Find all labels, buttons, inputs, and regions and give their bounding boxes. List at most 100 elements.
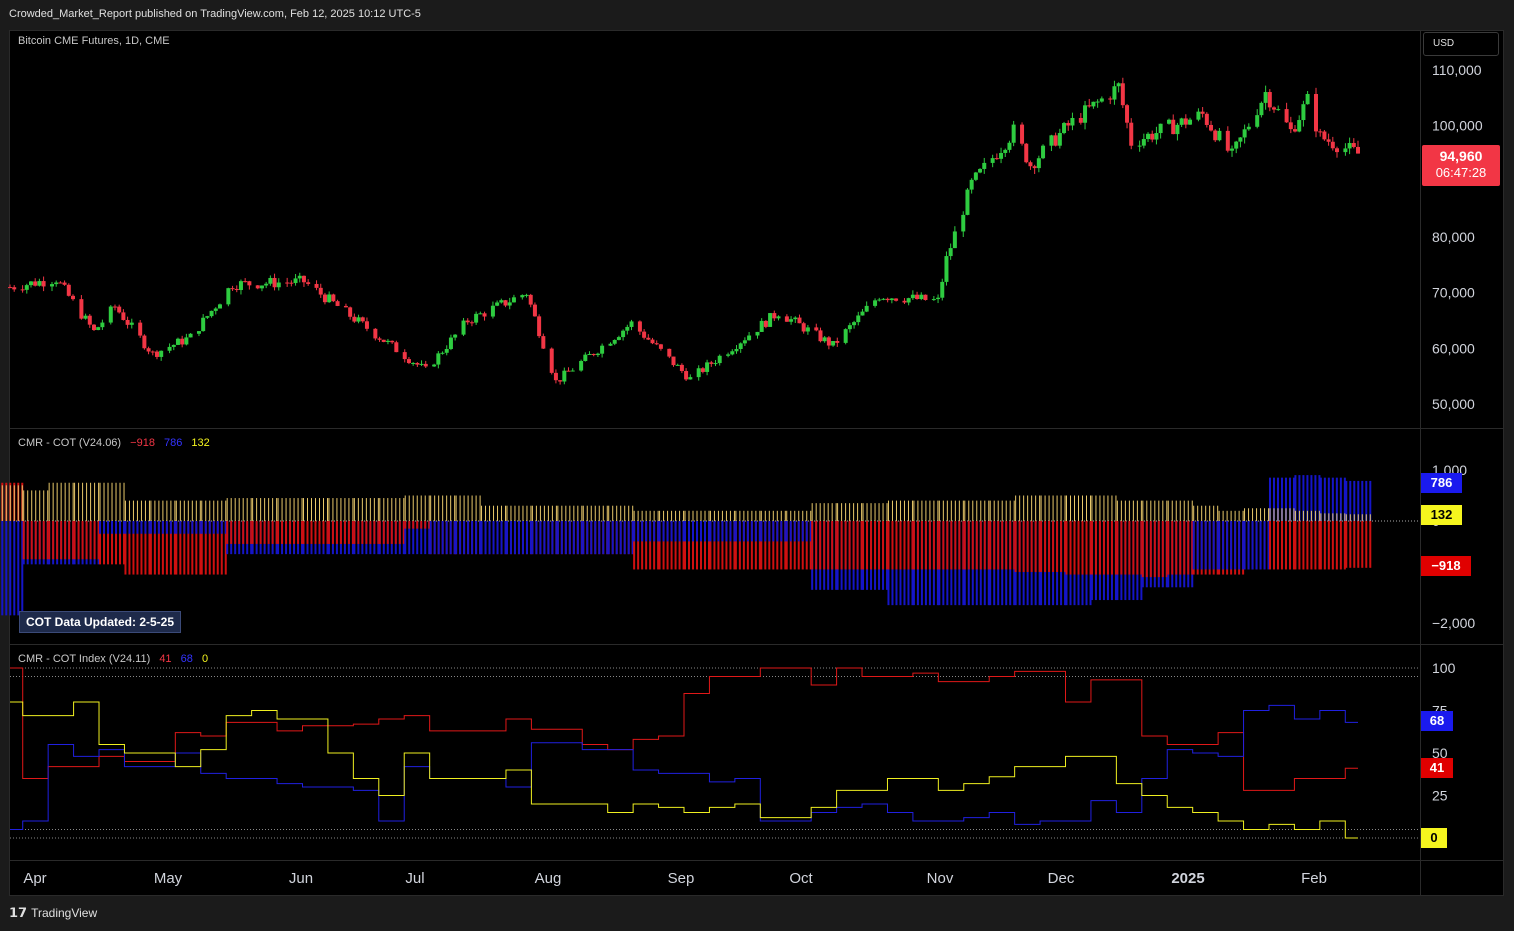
cot-red-bar <box>1120 521 1123 575</box>
candle-body <box>171 344 176 347</box>
cot-red-bar <box>226 521 229 544</box>
candle-body <box>747 335 752 341</box>
cot-blue-bar <box>157 521 160 534</box>
cot-red-bar <box>199 521 202 575</box>
candle-body <box>612 339 617 344</box>
candle-body <box>566 370 571 372</box>
cot-blue-bar <box>641 521 644 542</box>
candle-body <box>352 316 357 322</box>
cot-blue-bar <box>1314 475 1317 521</box>
x-axis-label: Feb <box>1301 870 1327 887</box>
candle-body <box>20 289 25 291</box>
cot-red-bar <box>1132 521 1135 575</box>
candle-body <box>415 362 420 365</box>
cot-red-bar <box>645 521 648 570</box>
cot-blue-value: 786 <box>164 437 183 449</box>
candle-body <box>1238 137 1243 142</box>
cot-red-bar <box>1284 521 1287 570</box>
cot-red-bar <box>1014 521 1017 572</box>
cot-blue-bar <box>682 521 685 542</box>
cot-blue-bar <box>1343 477 1346 521</box>
cot-blue-bar <box>590 521 593 555</box>
cot-red-bar <box>386 521 389 544</box>
candle-body <box>1099 98 1104 102</box>
cot-blue-bar <box>602 521 605 555</box>
candle-body <box>406 359 411 364</box>
cot-red-bar <box>281 521 284 544</box>
candle-body <box>1242 129 1247 138</box>
cot-red-bar <box>327 521 330 544</box>
cot-red-bar <box>1124 521 1127 575</box>
cot-blue-bar <box>1318 475 1321 521</box>
x-axis-label: Jul <box>405 870 424 887</box>
candle-body <box>1326 139 1331 142</box>
cot-blue-bar <box>175 521 178 534</box>
cot-blue-bar <box>704 521 706 542</box>
cot-red-bar <box>860 521 863 570</box>
candle-body <box>335 301 340 306</box>
candle-body <box>62 282 67 285</box>
candle-body <box>444 348 449 353</box>
cot-red-bar <box>895 521 898 570</box>
cot-red-bar <box>1048 521 1051 572</box>
candle-body <box>180 338 185 345</box>
candle-body <box>902 300 907 303</box>
candle-body <box>587 353 592 355</box>
cot-red-bar <box>293 521 296 544</box>
candle-body <box>100 322 105 328</box>
candle-body <box>66 284 71 296</box>
cot-blue-bar <box>556 521 559 555</box>
cot-red-bar <box>1327 521 1330 570</box>
cot-blue-bar <box>576 521 579 555</box>
cot-blue-bar <box>437 521 440 555</box>
candle-body <box>24 285 29 290</box>
x-axis-label: Oct <box>789 870 813 887</box>
cot-blue-bar <box>1226 521 1229 570</box>
cot-red-bar <box>394 521 397 544</box>
candle-body <box>1057 133 1062 146</box>
cot-blue-bar <box>1357 480 1360 521</box>
candle-body <box>923 294 928 301</box>
cot-red-bar <box>1349 521 1352 568</box>
cot-blue-bar <box>555 521 558 555</box>
candle-body <box>360 317 365 322</box>
candle-body <box>709 362 714 364</box>
cot-red-bar <box>844 521 847 570</box>
candle-body <box>864 305 869 312</box>
tradingview-logo-icon[interactable]: 𝟭𝟳 <box>9 905 28 920</box>
cot-red-bar <box>310 521 313 544</box>
cot-red-bar <box>678 521 681 570</box>
cot-red-bar <box>780 521 783 570</box>
cot-red-bar <box>738 521 741 570</box>
candle-body <box>650 339 655 344</box>
cot-red-bar <box>666 521 669 570</box>
currency-button[interactable]: USD <box>1423 32 1499 56</box>
candle-body <box>1267 92 1272 108</box>
candle-body <box>730 351 735 355</box>
candle-body <box>637 321 642 332</box>
cot-blue-bar <box>662 521 665 542</box>
cot-blue-bar <box>1208 521 1211 570</box>
candle-body <box>818 330 823 342</box>
candle-body <box>289 282 294 284</box>
cot-blue-bar <box>1222 521 1225 570</box>
cot-blue-bar <box>1353 480 1356 521</box>
candle-body <box>322 294 327 303</box>
cot-blue-bar <box>1267 521 1270 570</box>
candle-body <box>411 362 416 364</box>
candle-body <box>1120 83 1125 106</box>
cot-blue-bar <box>1327 477 1330 521</box>
candle-body <box>532 304 537 317</box>
candle-body <box>1041 145 1046 159</box>
cot-blue-bar <box>475 521 478 555</box>
cot-red-bar <box>191 521 194 575</box>
candle-body <box>440 352 445 354</box>
cot-red-bar <box>357 521 360 544</box>
candle-body <box>230 288 235 290</box>
candle-body <box>70 295 75 300</box>
candle-body <box>520 295 525 298</box>
cot-blue-bar <box>1251 521 1254 570</box>
candle-body <box>276 282 281 288</box>
footer-brand[interactable]: TradingView <box>31 906 98 920</box>
